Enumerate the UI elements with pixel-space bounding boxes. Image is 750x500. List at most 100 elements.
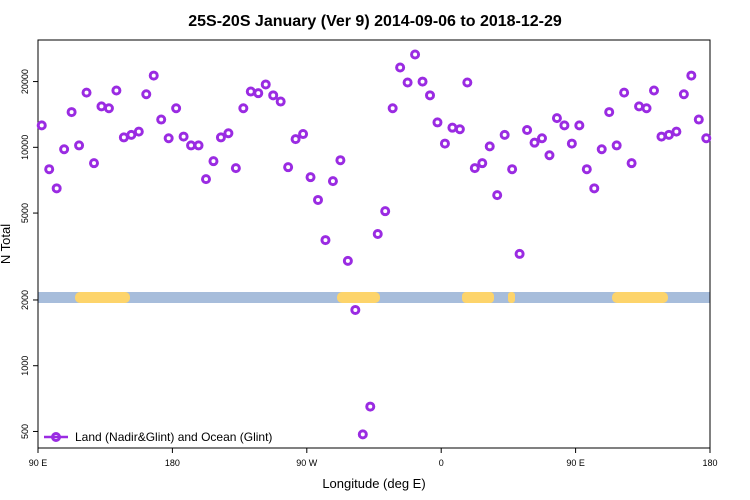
- point: [551, 113, 562, 124]
- point: [245, 86, 256, 97]
- point: [641, 103, 652, 114]
- point: [118, 132, 129, 143]
- point: [156, 114, 167, 125]
- point: [320, 235, 331, 246]
- point: [693, 114, 704, 125]
- point: [581, 164, 592, 175]
- point: [66, 107, 77, 118]
- point: [611, 140, 622, 151]
- point: [559, 120, 570, 131]
- point: [268, 90, 279, 101]
- x-tick-label: 0: [439, 458, 444, 468]
- point: [439, 138, 450, 149]
- point: [36, 120, 47, 131]
- x-tick-label: 90 E: [29, 458, 48, 468]
- x-tick-label: 90 E: [566, 458, 585, 468]
- point: [230, 163, 241, 174]
- point: [208, 156, 219, 167]
- point: [74, 140, 85, 151]
- point: [425, 90, 435, 101]
- point: [305, 172, 316, 183]
- legend-label: Land (Nadir&Glint) and Ocean (Glint): [75, 430, 272, 444]
- point: [469, 163, 480, 174]
- point: [634, 101, 645, 112]
- point: [589, 183, 600, 194]
- point: [253, 88, 264, 99]
- point: [365, 401, 376, 412]
- point: [238, 103, 249, 114]
- point: [402, 77, 413, 88]
- point: [350, 304, 361, 315]
- point: [372, 228, 383, 239]
- point: [89, 158, 99, 169]
- point: [410, 49, 421, 60]
- point: [499, 129, 510, 140]
- point: [395, 62, 406, 73]
- point: [447, 122, 458, 133]
- point: [529, 137, 540, 148]
- x-tick-label: 180: [165, 458, 180, 468]
- point: [663, 129, 674, 140]
- point: [649, 85, 659, 96]
- point: [462, 77, 473, 88]
- point: [186, 140, 197, 151]
- point: [171, 103, 182, 114]
- point: [260, 79, 271, 90]
- chart-title: 25S-20S January (Ver 9) 2014-09-06 to 20…: [188, 13, 562, 30]
- point: [544, 150, 555, 161]
- point: [133, 126, 144, 137]
- point: [163, 133, 174, 144]
- y-tick-label: 10000: [20, 135, 30, 160]
- point: [44, 164, 55, 175]
- point: [215, 132, 226, 143]
- x-tick-label: 180: [702, 458, 717, 468]
- y-tick-label: 2000: [20, 290, 30, 310]
- point: [387, 103, 398, 114]
- point: [103, 103, 114, 114]
- point: [283, 162, 294, 173]
- point: [701, 133, 712, 144]
- point: [335, 155, 346, 166]
- point: [656, 131, 667, 142]
- point: [201, 174, 211, 185]
- point: [111, 85, 122, 96]
- point: [178, 131, 189, 142]
- point: [574, 120, 585, 131]
- point: [537, 133, 547, 144]
- point: [298, 129, 309, 140]
- point: [96, 101, 107, 112]
- point: [342, 255, 353, 266]
- y-tick-label: 5000: [20, 203, 30, 223]
- point: [432, 117, 443, 128]
- point: [148, 70, 159, 81]
- point: [290, 134, 301, 145]
- point: [327, 176, 338, 187]
- point: [193, 140, 204, 151]
- point: [126, 129, 137, 140]
- point: [477, 158, 488, 169]
- x-tick-label: 90 W: [296, 458, 318, 468]
- surface-strip: [38, 292, 710, 303]
- point: [678, 89, 689, 100]
- point: [522, 125, 533, 136]
- y-axis-label: N Total: [0, 224, 13, 264]
- legend-marker: [51, 432, 61, 442]
- point: [626, 158, 637, 169]
- point: [275, 96, 286, 107]
- point: [671, 126, 682, 137]
- point: [619, 87, 630, 98]
- point: [81, 87, 92, 98]
- point: [51, 183, 62, 194]
- point: [507, 164, 518, 175]
- plot-frame: [37, 39, 711, 449]
- point: [492, 190, 503, 201]
- point: [514, 248, 525, 259]
- point: [566, 138, 577, 149]
- point: [141, 89, 152, 100]
- point: [313, 194, 323, 205]
- point: [484, 141, 495, 152]
- point: [686, 70, 697, 81]
- point: [59, 144, 70, 155]
- point: [223, 128, 234, 139]
